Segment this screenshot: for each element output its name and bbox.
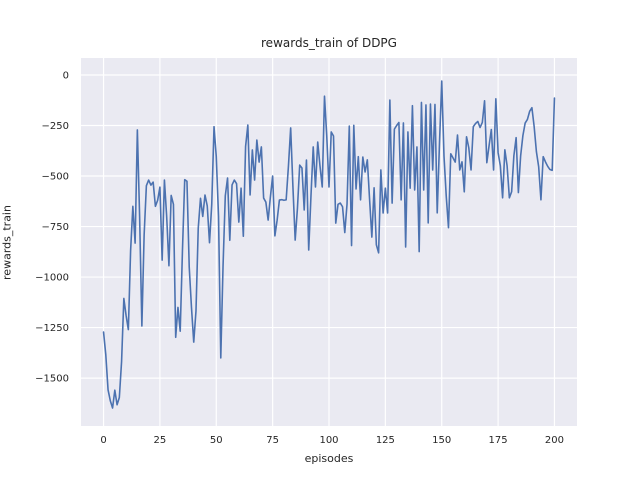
y-tick-label: −250 [42, 121, 69, 132]
reward-line-series [102, 80, 556, 409]
x-tick-label: 75 [266, 435, 279, 446]
y-tick-label: 0 [63, 70, 69, 81]
y-tick-label: −1250 [35, 323, 69, 334]
x-tick-label: 175 [489, 435, 508, 446]
x-axis-label: episodes [304, 452, 354, 465]
y-tick-label: −500 [42, 172, 69, 183]
y-tick-label: −1000 [35, 273, 69, 284]
chart-title: rewards_train of DDPG [261, 36, 397, 50]
x-tick-label: 100 [319, 435, 338, 446]
x-tick-label: 150 [432, 435, 451, 446]
x-tick-label: 200 [545, 435, 564, 446]
y-tick-label: −1500 [35, 374, 69, 385]
x-tick-label: 50 [210, 435, 223, 446]
x-tick-label: 125 [376, 435, 395, 446]
x-tick-label: 25 [154, 435, 167, 446]
y-tick-label: −750 [42, 222, 69, 233]
x-tick-label: 0 [100, 435, 106, 446]
